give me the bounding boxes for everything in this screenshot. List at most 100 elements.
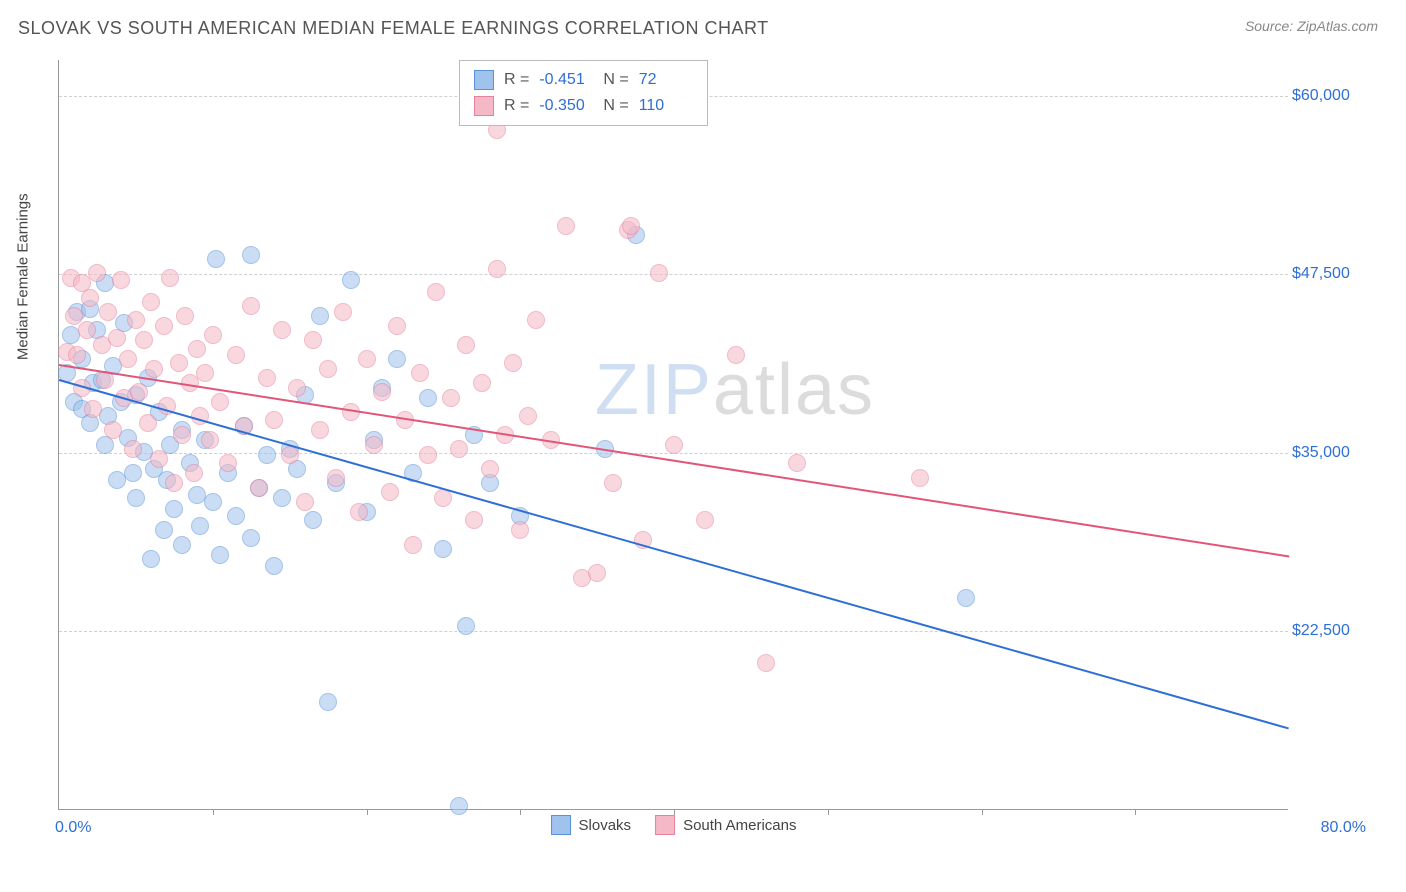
x-tick — [828, 809, 829, 815]
legend-row-south-americans: R = -0.350 N = 110 — [474, 93, 693, 119]
data-point — [135, 331, 153, 349]
data-point — [207, 250, 225, 268]
n-label: N = — [603, 93, 628, 119]
data-point — [145, 360, 163, 378]
data-point — [527, 311, 545, 329]
data-point — [99, 303, 117, 321]
data-point — [273, 321, 291, 339]
data-point — [419, 389, 437, 407]
data-point — [311, 421, 329, 439]
data-point — [250, 479, 268, 497]
data-point — [265, 557, 283, 575]
data-point — [319, 693, 337, 711]
trend-line — [59, 379, 1290, 729]
data-point — [170, 354, 188, 372]
legend-swatch-slovaks — [474, 70, 494, 90]
data-point — [173, 536, 191, 554]
data-point — [757, 654, 775, 672]
data-point — [434, 540, 452, 558]
data-point — [457, 617, 475, 635]
data-point — [381, 483, 399, 501]
data-point — [142, 293, 160, 311]
data-point — [342, 271, 360, 289]
n-value-slovaks: 72 — [639, 67, 693, 93]
data-point — [319, 360, 337, 378]
data-point — [450, 797, 468, 815]
data-point — [557, 217, 575, 235]
legend-swatch-south-americans — [655, 815, 675, 835]
data-point — [481, 460, 499, 478]
legend-row-slovaks: R = -0.451 N = 72 — [474, 67, 693, 93]
y-tick-label: $35,000 — [1292, 444, 1370, 462]
source-name: ZipAtlas.com — [1297, 18, 1378, 34]
data-point — [68, 346, 86, 364]
data-point — [196, 364, 214, 382]
data-point — [127, 489, 145, 507]
data-point — [88, 264, 106, 282]
r-value-south-americans: -0.350 — [539, 93, 593, 119]
correlation-legend: R = -0.451 N = 72 R = -0.350 N = 110 — [459, 60, 708, 126]
data-point — [622, 217, 640, 235]
data-point — [696, 511, 714, 529]
grid-line — [59, 274, 1288, 275]
source-prefix: Source: — [1245, 18, 1297, 34]
legend-label-south-americans: South Americans — [683, 817, 796, 834]
y-axis-label: Median Female Earnings — [15, 193, 32, 360]
x-tick — [674, 809, 675, 815]
data-point — [165, 500, 183, 518]
data-point — [242, 246, 260, 264]
y-tick-label: $60,000 — [1292, 87, 1370, 105]
data-point — [419, 446, 437, 464]
data-point — [265, 411, 283, 429]
data-point — [176, 307, 194, 325]
data-point — [81, 289, 99, 307]
data-point — [373, 383, 391, 401]
data-point — [188, 340, 206, 358]
data-point — [304, 511, 322, 529]
data-point — [124, 464, 142, 482]
data-point — [219, 454, 237, 472]
y-tick-label: $22,500 — [1292, 622, 1370, 640]
data-point — [227, 346, 245, 364]
data-point — [788, 454, 806, 472]
series-legend: Slovaks South Americans — [551, 815, 797, 835]
watermark-zip: ZIP — [595, 350, 713, 430]
data-point — [588, 564, 606, 582]
data-point — [457, 336, 475, 354]
legend-swatch-slovaks — [551, 815, 571, 835]
data-point — [650, 264, 668, 282]
data-point — [450, 440, 468, 458]
data-point — [365, 436, 383, 454]
x-tick — [520, 809, 521, 815]
data-point — [504, 354, 522, 372]
data-point — [155, 521, 173, 539]
x-tick — [367, 809, 368, 815]
y-tick-label: $47,500 — [1292, 265, 1370, 283]
chart-title: SLOVAK VS SOUTH AMERICAN MEDIAN FEMALE E… — [18, 18, 769, 39]
data-point — [665, 436, 683, 454]
data-point — [204, 493, 222, 511]
data-point — [258, 369, 276, 387]
data-point — [150, 450, 168, 468]
data-point — [350, 503, 368, 521]
data-point — [327, 469, 345, 487]
data-point — [288, 379, 306, 397]
n-label: N = — [603, 67, 628, 93]
data-point — [165, 474, 183, 492]
x-axis-min-label: 0.0% — [55, 819, 91, 837]
data-point — [273, 489, 291, 507]
data-point — [242, 297, 260, 315]
x-tick — [213, 809, 214, 815]
legend-label-slovaks: Slovaks — [579, 817, 632, 834]
data-point — [78, 321, 96, 339]
data-point — [388, 317, 406, 335]
data-point — [442, 389, 460, 407]
data-point — [488, 260, 506, 278]
data-point — [258, 446, 276, 464]
data-point — [411, 364, 429, 382]
r-label: R = — [504, 67, 529, 93]
x-tick — [1135, 809, 1136, 815]
x-axis-max-label: 80.0% — [1321, 819, 1366, 837]
chart-container: Median Female Earnings ZIPatlas R = -0.4… — [58, 48, 1374, 838]
data-point — [161, 269, 179, 287]
